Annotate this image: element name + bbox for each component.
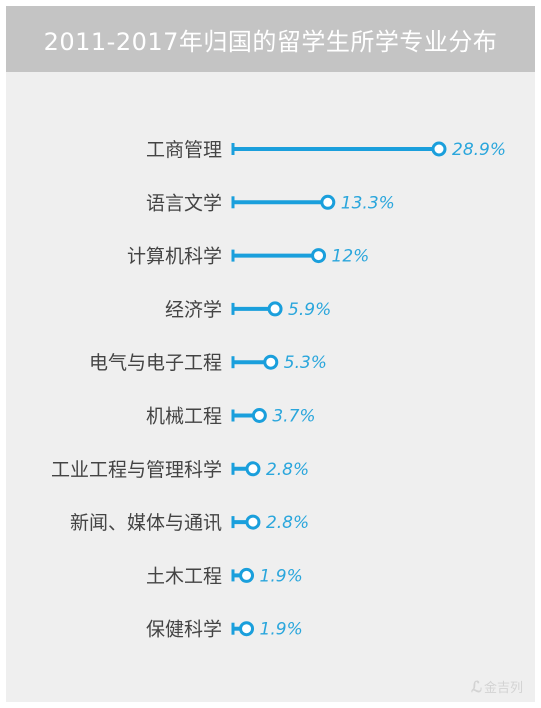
category-label: 新闻、媒体与通讯 (70, 512, 222, 534)
category-label: 保健科学 (146, 619, 222, 641)
bar-end-point (431, 141, 447, 157)
watermark: ℒ 金吉列 (471, 677, 523, 696)
bar-end-point (239, 567, 255, 583)
bar-end-point (245, 461, 261, 477)
bar-end-point (239, 621, 255, 637)
category-label: 电气与电子工程 (89, 352, 222, 374)
chart-card: 2011-2017年归国的留学生所学专业分布 工商管理 28.9% 语言文学 13.3… (6, 6, 535, 702)
value-label: 1.9% (260, 620, 303, 640)
bar-end-point (245, 514, 261, 530)
value-label: 13.3% (341, 193, 395, 213)
category-label: 工商管理 (146, 139, 222, 161)
value-label: 2.8% (266, 460, 309, 480)
category-label: 工业工程与管理科学 (51, 459, 222, 481)
watermark-logo-icon: ℒ (471, 678, 482, 696)
value-label: 12% (332, 247, 370, 267)
bar-end-point (320, 194, 336, 210)
bar-end-point (251, 408, 267, 423)
category-label: 土木工程 (146, 565, 222, 587)
value-label: 5.3% (284, 353, 327, 373)
value-label: 2.8% (266, 513, 309, 533)
category-label: 计算机科学 (127, 246, 222, 268)
bar-end-point (311, 248, 327, 264)
bar-end-point (267, 301, 283, 317)
value-label: 28.9% (452, 140, 506, 160)
lollipop-chart: 工商管理 28.9% 语言文学 13.3% 计算机科学 12% 经济学 5.9% 电气与电子工程… (51, 139, 506, 641)
watermark-text: 金吉列 (483, 681, 523, 696)
value-label: 1.9% (260, 566, 303, 586)
category-label: 经济学 (165, 299, 222, 321)
chart-title: 2011-2017年归国的留学生所学专业分布 (6, 6, 535, 72)
bar-end-point (263, 354, 279, 370)
category-label: 机械工程 (146, 406, 222, 428)
value-label: 3.7% (272, 407, 315, 427)
value-label: 5.9% (288, 300, 331, 320)
category-label: 语言文学 (146, 192, 222, 214)
